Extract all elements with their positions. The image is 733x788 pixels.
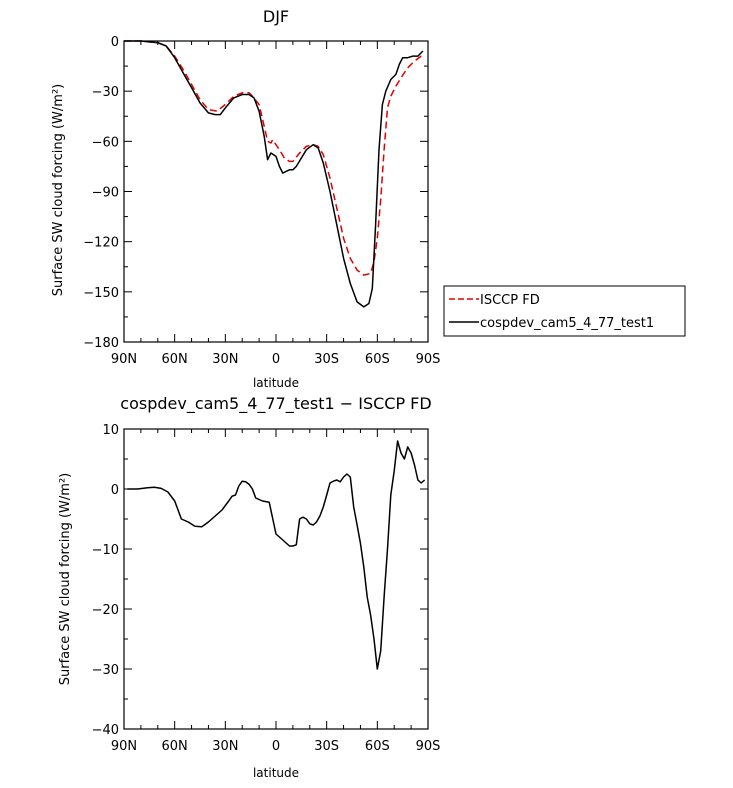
bottom-x-tick-label: 90S: [416, 739, 441, 754]
bottom-series: [127, 440, 426, 670]
bottom-panel: cospdev_cam5_4_77_test1 − ISCCP FD Surfa…: [58, 394, 440, 780]
bottom-series-line-1: [127, 440, 426, 670]
top-x-tick-label: 90S: [416, 352, 441, 367]
bottom-x-tick-label: 90N: [111, 739, 137, 754]
top-legend: ISCCP FD cospdev_cam5_4_77_test1: [443, 285, 686, 337]
top-x-axis-label: latitude: [253, 376, 299, 390]
legend-box: [443, 285, 686, 337]
bottom-plot-frame: [123, 428, 429, 730]
top-x-tick-label: 60N: [162, 352, 188, 367]
top-ticks: 90N 60N 30N 0 30S 60S 90S 0 −30 −60 −90 −120 −150 −18…: [83, 35, 440, 367]
top-panel: DJF Surface SW cloud forcing (W/m²) lati…: [51, 7, 686, 390]
bottom-x-tick-label: 60S: [365, 739, 390, 754]
top-x-tick-label: 30S: [314, 352, 339, 367]
bottom-x-tick-label: 30S: [314, 739, 339, 754]
top-series: [124, 40, 425, 308]
bottom-y-axis-label: Surface SW cloud forcing (W/m²): [58, 473, 73, 685]
top-y-tick-label: −150: [83, 286, 119, 301]
top-y-tick-label: −180: [83, 336, 119, 351]
top-y-tick-label: 0: [111, 35, 119, 50]
top-plot-frame: [123, 40, 429, 343]
bottom-y-tick-label: 0: [111, 483, 119, 498]
legend-label-isccp: ISCCP FD: [480, 293, 540, 308]
top-series-line-2: [124, 40, 424, 308]
top-y-axis-label: Surface SW cloud forcing (W/m²): [51, 84, 66, 296]
top-series-line-1: [124, 40, 425, 276]
top-y-tick-label: −60: [92, 135, 119, 150]
bottom-ticks: 90N 60N 30N 0 30S 60S 90S 10 0 −10 −20 −30 −40: [92, 423, 441, 754]
bottom-y-tick-label: 10: [102, 423, 119, 438]
bottom-x-tick-label: 60N: [162, 739, 188, 754]
top-y-tick-label: −30: [92, 85, 119, 100]
bottom-y-tick-label: −30: [92, 663, 119, 678]
top-y-tick-label: −90: [92, 186, 119, 201]
top-x-tick-label: 0: [272, 352, 280, 367]
bottom-y-tick-label: −10: [92, 543, 119, 558]
bottom-x-tick-label: 30N: [212, 739, 238, 754]
bottom-x-tick-label: 0: [272, 739, 280, 754]
top-x-tick-label: 90N: [111, 352, 137, 367]
top-chart-title: DJF: [263, 7, 289, 26]
top-y-tick-label: −120: [83, 236, 119, 251]
bottom-x-axis-label: latitude: [253, 766, 299, 780]
bottom-y-tick-label: −20: [92, 603, 119, 618]
legend-label-model: cospdev_cam5_4_77_test1: [480, 316, 654, 331]
top-x-tick-label: 30N: [212, 352, 238, 367]
bottom-y-tick-label: −40: [92, 723, 119, 738]
top-x-tick-label: 60S: [365, 352, 390, 367]
bottom-chart-title: cospdev_cam5_4_77_test1 − ISCCP FD: [120, 394, 431, 414]
